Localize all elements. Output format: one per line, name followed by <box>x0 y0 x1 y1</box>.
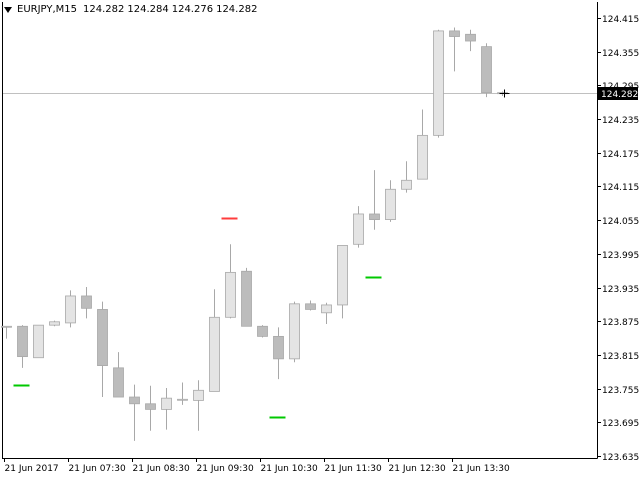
symbol-header: EURJPY,M15 124.282 124.284 124.276 124.2… <box>4 4 257 15</box>
candle-body <box>305 303 316 310</box>
candle-body <box>465 33 476 42</box>
candle-bearish <box>97 301 108 398</box>
candle-body <box>17 325 28 358</box>
candle-bullish <box>353 206 364 248</box>
candle-body <box>161 397 172 410</box>
candle-body <box>97 309 108 366</box>
ohlc-open: 124.282 <box>83 4 125 15</box>
y-tick-label: 124.415 <box>602 15 639 25</box>
candle-bullish <box>401 161 412 193</box>
x-tick-label: 21 Jun 11:30 <box>325 464 382 474</box>
candle-body <box>193 389 204 401</box>
candle-body <box>225 271 236 318</box>
y-tick-label: 123.995 <box>602 251 639 261</box>
y-tick-label: 123.815 <box>602 352 639 362</box>
candle-body <box>449 30 460 37</box>
candle-bearish <box>145 385 156 431</box>
y-tick-label: 123.875 <box>602 318 639 328</box>
y-tick-label: 123.635 <box>602 453 639 463</box>
candle-bullish <box>385 180 396 222</box>
candle-bullish <box>33 324 44 359</box>
candle-body <box>369 213 380 220</box>
candle-bearish <box>273 327 284 380</box>
y-tick-label: 123.695 <box>602 419 639 429</box>
y-tick-label: 124.055 <box>602 217 639 227</box>
candle-bullish <box>161 388 172 430</box>
crosshair-icon <box>499 89 510 98</box>
candle-bearish <box>241 267 252 327</box>
x-tick-label: 21 Jun 10:30 <box>261 464 318 474</box>
candle-bullish <box>193 380 204 431</box>
candle-bullish <box>209 289 220 392</box>
candle-bullish <box>289 301 300 363</box>
candle-bearish <box>449 27 460 72</box>
candle-body <box>257 325 268 337</box>
candle-body <box>385 188 396 220</box>
candle-bullish <box>65 290 76 328</box>
candle-body <box>177 398 188 401</box>
candle-body <box>481 46 492 94</box>
candle-body <box>113 367 124 398</box>
y-tick-label: 124.115 <box>602 183 639 193</box>
candle-body <box>209 316 220 392</box>
candle-bearish <box>305 300 316 311</box>
symbol-timeframe: EURJPY,M15 <box>17 4 77 15</box>
candle-bullish <box>177 382 188 405</box>
y-tick-label: 124.175 <box>602 150 639 160</box>
candle-bullish <box>1 325 12 339</box>
candle-bullish <box>433 29 444 138</box>
ohlc-low: 124.276 <box>171 4 214 15</box>
candle-body <box>145 403 156 410</box>
y-tick-label: 123.935 <box>602 285 639 295</box>
x-tick-label: 21 Jun 08:30 <box>133 464 190 474</box>
y-tick-label: 123.755 <box>602 386 639 396</box>
candle-body <box>321 304 332 314</box>
svg-text:124.282: 124.282 <box>601 90 638 100</box>
x-tick-label: 21 Jun 12:30 <box>389 464 446 474</box>
candle-body <box>417 134 428 180</box>
candle-body <box>49 321 60 326</box>
candle-body <box>289 303 300 360</box>
triangle-down-icon[interactable] <box>4 6 12 13</box>
candle-body <box>129 396 140 405</box>
candle-body <box>81 295 92 309</box>
x-tick-label: 21 Jun 13:30 <box>453 464 510 474</box>
candle-body <box>33 324 44 359</box>
ohlc-high: 124.284 <box>127 4 169 15</box>
candle-bearish <box>257 325 268 338</box>
candle-bullish <box>337 245 348 319</box>
x-tick-label: 21 Jun 07:30 <box>69 464 126 474</box>
candle-bearish <box>129 384 140 441</box>
current-price-tag: 124.282 <box>598 87 638 100</box>
candle-body <box>273 335 284 360</box>
candle-bearish <box>465 29 476 52</box>
candle-body <box>241 270 252 327</box>
candle-body <box>353 213 364 245</box>
candle-bullish <box>417 109 428 180</box>
candle-bullish <box>321 302 332 325</box>
candle-bearish <box>81 286 92 319</box>
x-tick-label: 21 Jun 09:30 <box>197 464 254 474</box>
candle-body <box>401 179 412 190</box>
candle-bearish <box>113 352 124 398</box>
candle-bearish <box>17 325 28 368</box>
candle-bullish <box>225 244 236 319</box>
candle-body <box>337 245 348 306</box>
candle-body <box>65 295 76 324</box>
candle-bearish <box>369 170 380 230</box>
candle-body <box>433 30 444 136</box>
y-tick-label: 124.355 <box>602 49 639 59</box>
y-tick-label: 124.235 <box>602 116 639 126</box>
candle-body <box>1 325 12 328</box>
ohlc-close: 124.282 <box>216 4 258 15</box>
candle-bullish <box>49 320 60 327</box>
x-tick-label: 21 Jun 2017 <box>5 464 59 474</box>
candle-bearish <box>481 43 492 98</box>
